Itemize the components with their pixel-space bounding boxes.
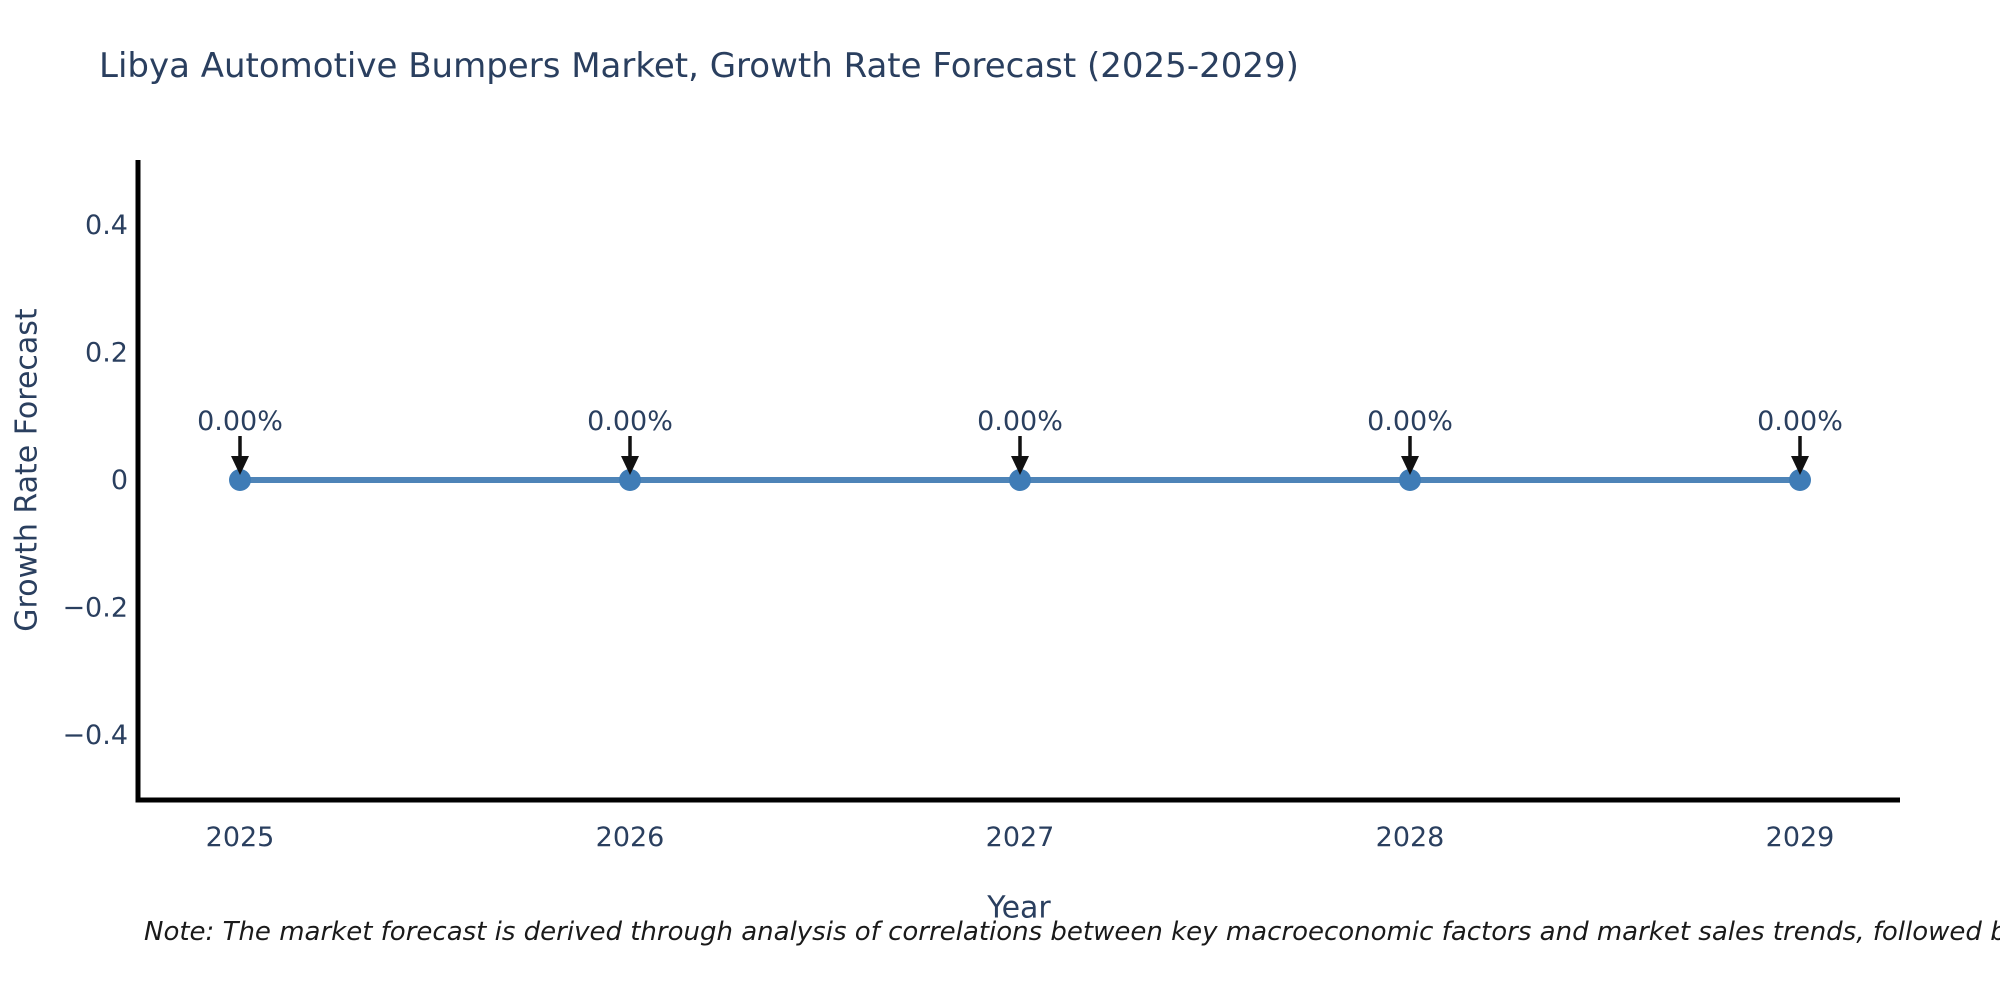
x-axis-title: Year	[987, 890, 1051, 926]
annotation-arrowhead	[231, 456, 249, 475]
y-tick-label: 0	[111, 465, 128, 496]
annotation-label: 0.00%	[1757, 406, 1843, 437]
y-tick-label: −0.4	[62, 720, 128, 751]
data-point-marker	[1399, 469, 1421, 491]
data-point-marker	[1789, 469, 1811, 491]
data-point-marker	[229, 469, 251, 491]
y-tick-label: 0.2	[85, 338, 128, 369]
y-tick-label: 0.4	[85, 210, 128, 241]
y-axis-title: Growth Rate Forecast	[9, 308, 45, 632]
x-tick-label: 2029	[1766, 822, 1835, 853]
annotation-label: 0.00%	[587, 406, 673, 437]
x-tick-label: 2027	[986, 822, 1055, 853]
annotation-label: 0.00%	[197, 406, 283, 437]
data-point-marker	[1009, 469, 1031, 491]
footnote: Note: The market forecast is derived thr…	[144, 917, 2000, 947]
annotation-arrowhead	[1401, 456, 1419, 475]
data-point-marker	[619, 469, 641, 491]
y-tick-label: −0.2	[62, 593, 128, 624]
annotation-arrowhead	[1011, 456, 1029, 475]
annotation-label: 0.00%	[1367, 406, 1453, 437]
x-tick-label: 2026	[596, 822, 665, 853]
x-tick-label: 2028	[1376, 822, 1445, 853]
annotation-arrowhead	[1791, 456, 1809, 475]
annotation-label: 0.00%	[977, 406, 1063, 437]
annotation-arrowhead	[621, 456, 639, 475]
x-tick-label: 2025	[206, 822, 275, 853]
chart-title: Libya Automotive Bumpers Market, Growth …	[99, 46, 1299, 86]
